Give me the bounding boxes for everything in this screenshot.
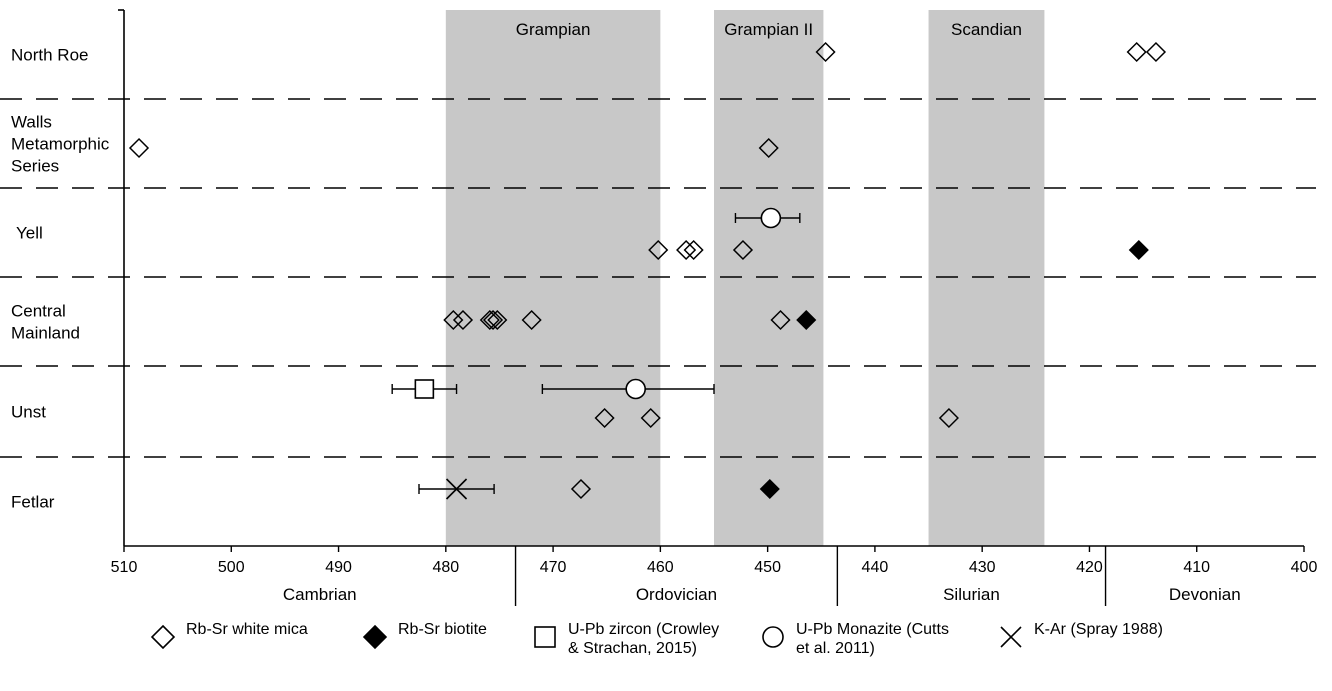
event-bands: Grampian Grampian II Scandian <box>445 10 1045 546</box>
data-point <box>594 407 615 429</box>
x-tick-label: 490 <box>325 559 352 576</box>
row-label: North Roe <box>11 46 88 65</box>
data-point <box>683 239 704 261</box>
row-label: Central Mainland <box>11 302 80 343</box>
x-tick-label: 420 <box>1076 559 1103 576</box>
row-label: Unst <box>11 403 46 422</box>
legend-x-icon <box>1000 626 1022 648</box>
data-point <box>815 41 836 63</box>
data-point <box>648 239 669 261</box>
data-point <box>625 378 646 400</box>
legend-label-upb-monazite: U-Pb Monazite (Cutts et al. 2011) <box>796 621 949 657</box>
x-tick-label: 510 <box>111 559 138 576</box>
legend-item-rbsr-white-mica: Rb-Sr white mica <box>150 618 308 650</box>
data-point <box>796 309 817 331</box>
x-tick-label: 430 <box>969 559 996 576</box>
data-point <box>760 207 782 229</box>
data-point <box>443 309 464 331</box>
data-point <box>732 239 754 261</box>
data-point <box>521 309 542 331</box>
legend: Rb-Sr white mica Rb-Sr biotite U-Pb zirc… <box>150 618 1330 688</box>
legend-diamond-filled-icon <box>362 624 388 650</box>
event-band-label: Grampian <box>516 20 591 39</box>
data-point <box>452 309 474 331</box>
data-point <box>640 407 661 429</box>
period-label: Ordovician <box>636 585 717 604</box>
data-point <box>938 407 959 429</box>
axes: 510 500 490 480 470 460 450 440 430 420 410 400 Camb… <box>111 9 1318 606</box>
x-tick-label: 400 <box>1291 559 1318 576</box>
legend-label-rbsr-biotite: Rb-Sr biotite <box>398 621 487 638</box>
x-tick-label: 500 <box>218 559 245 576</box>
data-point <box>414 379 435 399</box>
data-point <box>487 309 508 331</box>
data-point <box>128 137 150 159</box>
legend-label-rbsr-white-mica: Rb-Sr white mica <box>186 621 308 638</box>
legend-item-rbsr-biotite: Rb-Sr biotite <box>362 618 487 650</box>
data-point <box>445 478 468 500</box>
row-labels: North Roe Walls Metamorphic Series Yell Centr… <box>11 46 110 512</box>
event-band-label: Grampian II <box>724 20 813 39</box>
data-point <box>770 309 791 331</box>
data-point <box>758 137 779 159</box>
legend-label-upb-zircon: U-Pb zircon (Crowley & Strachan, 2015) <box>568 621 720 657</box>
x-tick-label: 410 <box>1183 559 1210 576</box>
period-label: Silurian <box>943 585 1000 604</box>
x-tick-label: 450 <box>754 559 781 576</box>
x-tick-label: 460 <box>647 559 674 576</box>
event-band-label: Scandian <box>951 20 1022 39</box>
row-label: Walls Metamorphic Series <box>11 113 110 176</box>
data-point <box>482 309 504 331</box>
event-band <box>928 10 1045 546</box>
x-tick-label: 480 <box>432 559 459 576</box>
data-point <box>570 478 592 500</box>
event-band <box>445 10 661 546</box>
x-tick-label: 470 <box>540 559 567 576</box>
legend-circle-open-icon <box>762 626 784 648</box>
x-tick-label: 440 <box>862 559 889 576</box>
legend-square-open-icon <box>534 626 556 648</box>
data-point <box>479 309 500 331</box>
legend-item-kar: K-Ar (Spray 1988) <box>998 618 1163 650</box>
data-point <box>1145 41 1167 63</box>
row-label: Yell <box>16 224 43 243</box>
data-point <box>676 239 697 261</box>
row-dividers <box>0 98 1316 458</box>
row-label: Fetlar <box>11 493 55 512</box>
period-label: Devonian <box>1169 585 1241 604</box>
legend-item-upb-zircon: U-Pb zircon (Crowley & Strachan, 2015) <box>532 618 719 658</box>
legend-item-upb-monazite: U-Pb Monazite (Cutts et al. 2011) <box>760 618 949 658</box>
period-label: Cambrian <box>283 585 357 604</box>
data-point <box>759 478 780 500</box>
legend-diamond-open-icon <box>150 624 176 650</box>
event-band <box>714 10 824 546</box>
legend-label-kar: K-Ar (Spray 1988) <box>1034 621 1163 638</box>
data-point <box>1128 239 1149 261</box>
data-marks <box>128 41 1167 500</box>
data-point <box>1126 41 1147 63</box>
